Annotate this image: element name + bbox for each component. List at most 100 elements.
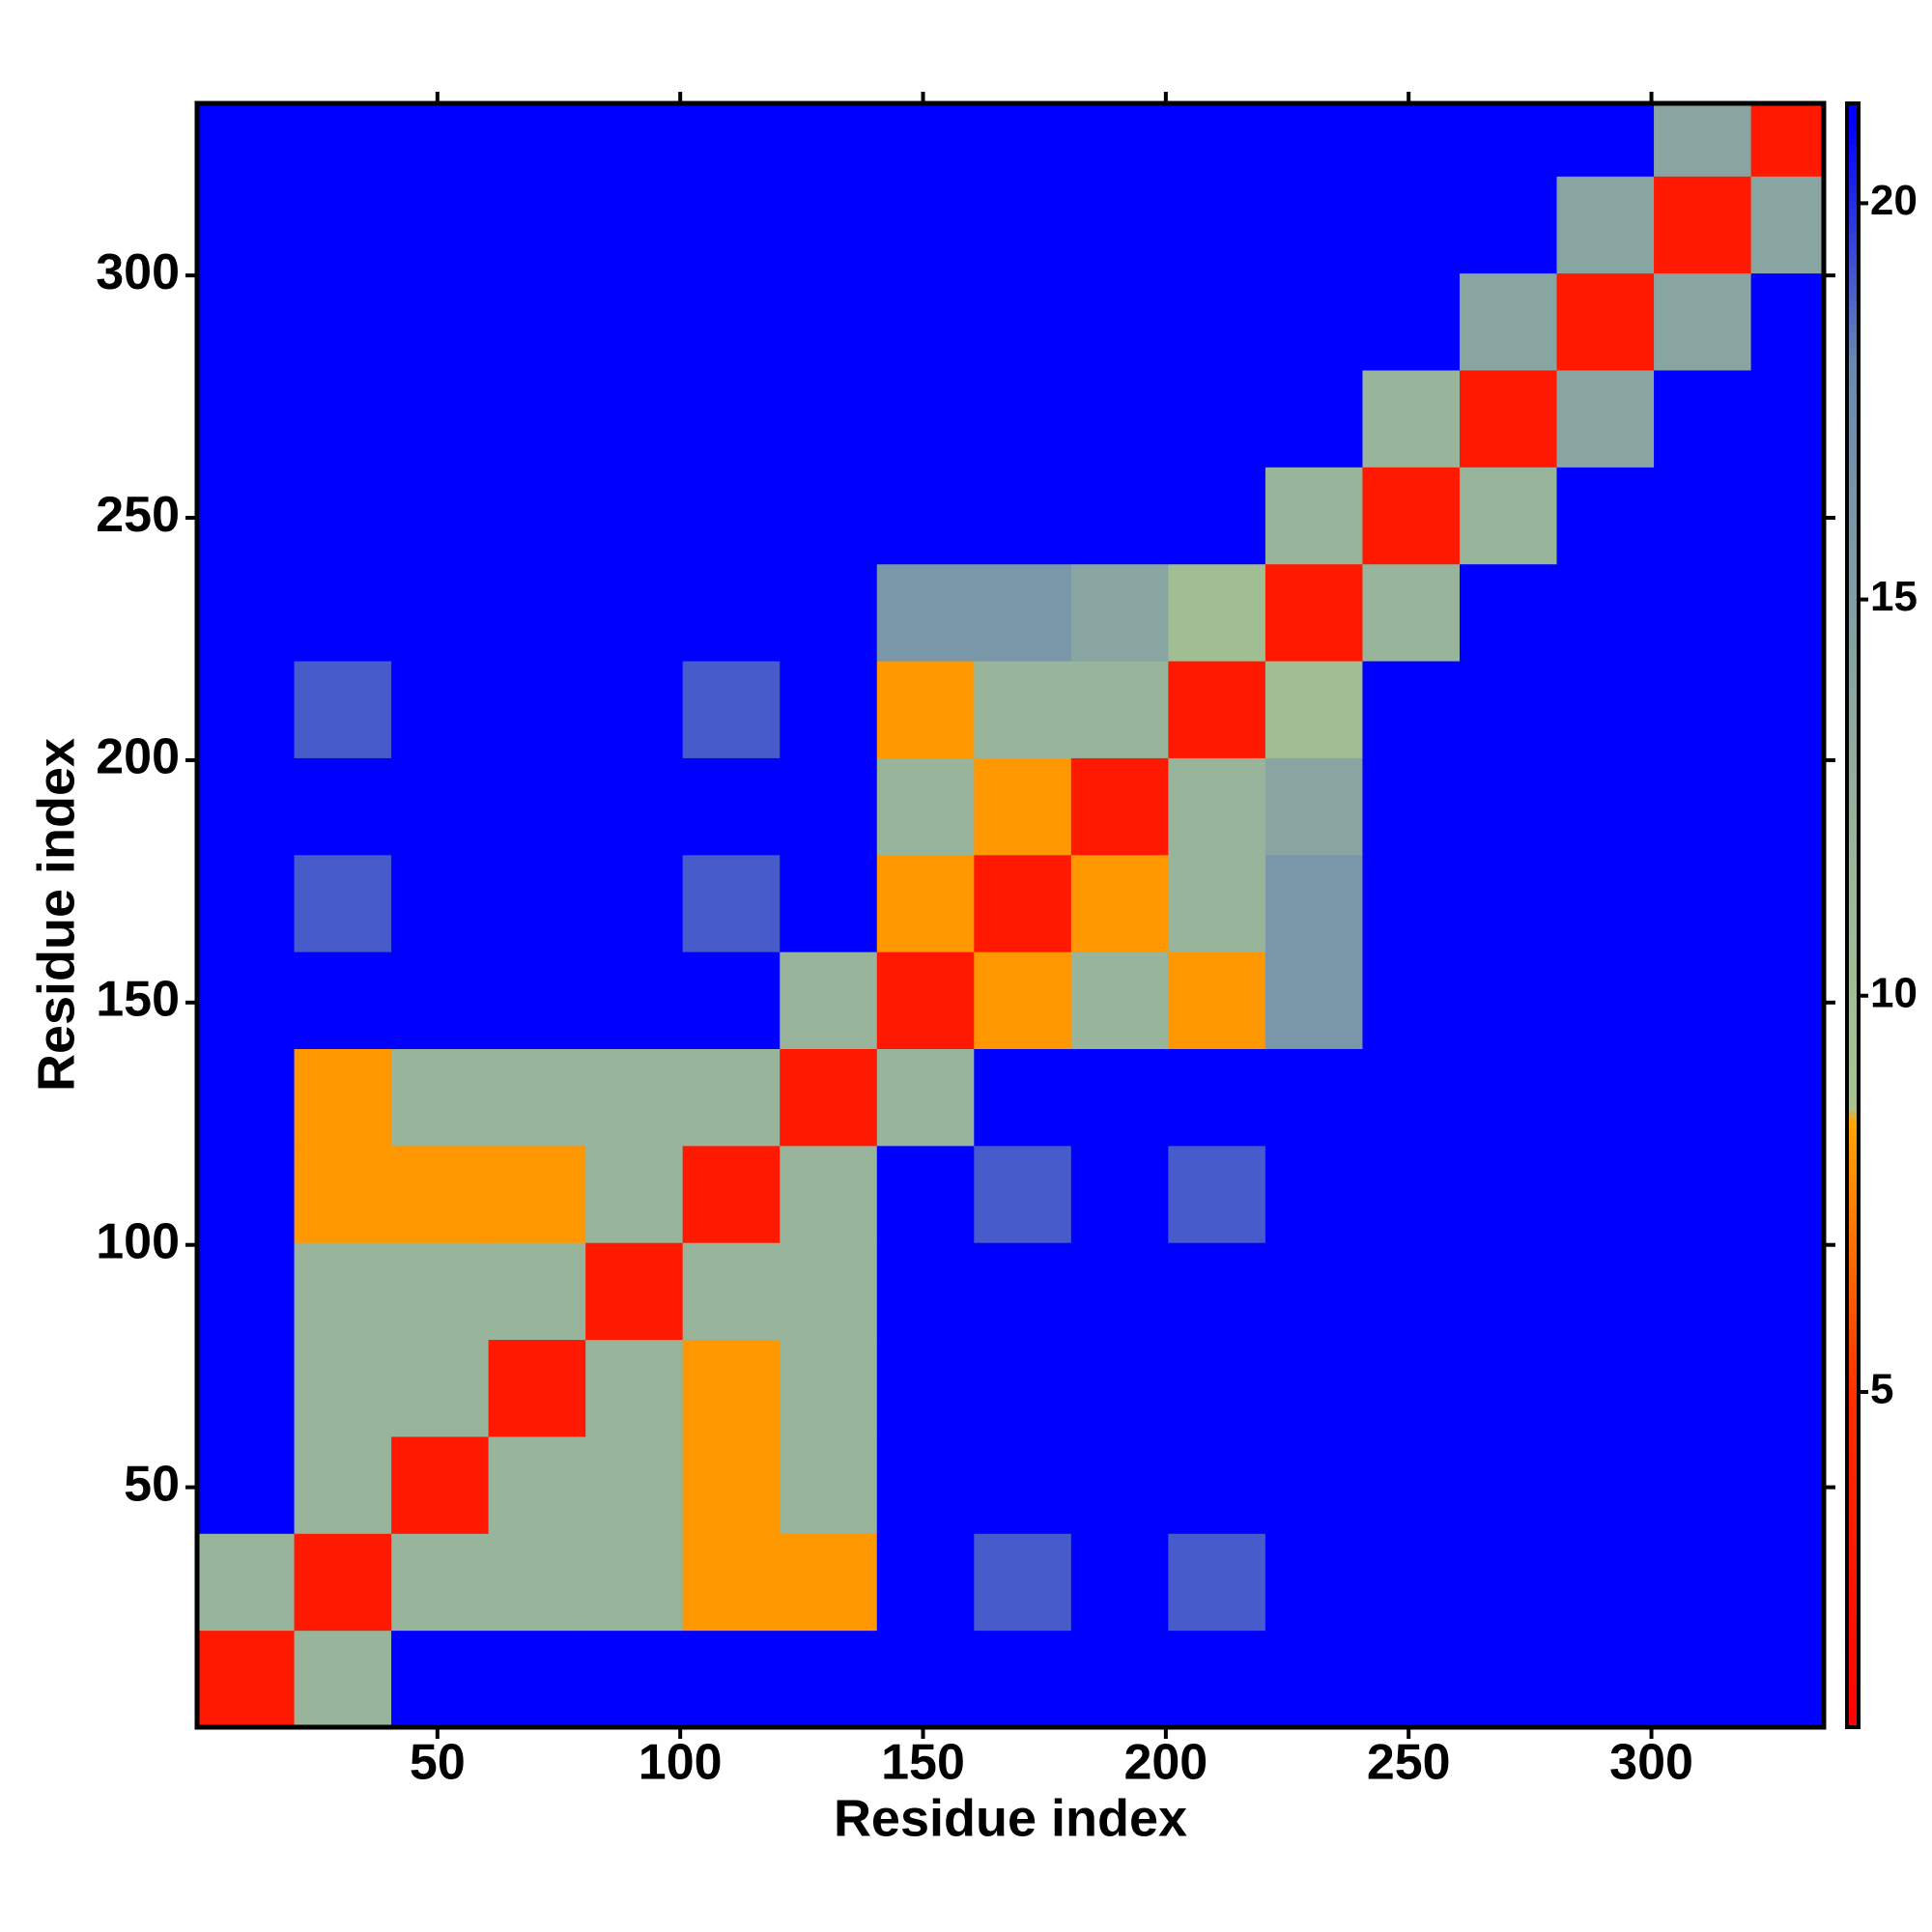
colorbar-step: [1847, 1215, 1859, 1225]
colorbar-step: [1847, 679, 1859, 689]
colorbar-step: [1847, 298, 1859, 307]
heatmap-cell: [1750, 272, 1825, 371]
colorbar-step: [1847, 1337, 1859, 1347]
colorbar-step: [1847, 1402, 1859, 1411]
heatmap-cell: [391, 467, 490, 565]
colorbar-step: [1847, 671, 1859, 681]
heatmap-cell: [1070, 1339, 1169, 1437]
colorbar-step: [1847, 266, 1859, 275]
heatmap-cell: [1750, 854, 1825, 952]
colorbar-step: [1847, 1182, 1859, 1192]
heatmap-cell: [682, 661, 781, 758]
heatmap-cell: [1556, 1242, 1655, 1341]
colorbar-step: [1847, 216, 1859, 226]
colorbar-step: [1847, 330, 1859, 340]
colorbar-step: [1847, 192, 1859, 202]
colorbar-step: [1847, 1378, 1859, 1387]
colorbar-step: [1847, 1167, 1859, 1177]
heatmap-cell: [1459, 272, 1558, 371]
y-tick-label: 50: [124, 1456, 180, 1512]
heatmap-cell: [1362, 467, 1461, 565]
heatmap-cell: [1168, 1242, 1266, 1341]
heatmap-cell: [780, 1339, 878, 1437]
heatmap-cell: [876, 757, 975, 856]
heatmap-cell: [780, 1048, 878, 1147]
colorbar-tick-label: 5: [1870, 1366, 1893, 1413]
heatmap-cell: [585, 854, 684, 952]
colorbar-step: [1847, 1077, 1859, 1087]
heatmap-cell: [1654, 1435, 1752, 1534]
colorbar-step: [1847, 1451, 1859, 1461]
heatmap-cell: [876, 952, 975, 1049]
heatmap-cell: [488, 369, 586, 468]
colorbar-step: [1847, 1280, 1859, 1290]
colorbar-step: [1847, 469, 1859, 478]
colorbar-step: [1847, 1573, 1859, 1582]
heatmap-cell: [876, 1435, 975, 1534]
colorbar-step: [1847, 1175, 1859, 1184]
colorbar-step: [1847, 1110, 1859, 1120]
heatmap-cell: [1362, 757, 1461, 856]
heatmap-cell: [197, 1145, 296, 1243]
colorbar-step: [1847, 688, 1859, 697]
heatmap-cell: [1750, 1435, 1825, 1534]
heatmap-cell: [1556, 1435, 1655, 1534]
heatmap-cell: [682, 1339, 781, 1437]
heatmap-cell: [1654, 563, 1752, 662]
heatmap-cell: [585, 176, 684, 274]
heatmap-cell: [585, 1533, 684, 1632]
colorbar-step: [1847, 1589, 1859, 1599]
colorbar-step: [1847, 103, 1859, 113]
colorbar-step: [1847, 1126, 1859, 1136]
heatmap-cell: [682, 1145, 781, 1243]
colorbar-step: [1847, 590, 1859, 600]
heatmap-cell: [1750, 1533, 1825, 1632]
heatmap-cell: [1264, 1048, 1363, 1147]
heatmap-cell: [1362, 369, 1461, 468]
colorbar-step: [1847, 858, 1859, 867]
heatmap-cell: [197, 1630, 296, 1728]
heatmap-cell: [1556, 176, 1655, 274]
x-tick-label: 50: [410, 1735, 466, 1791]
heatmap-cell: [294, 1533, 392, 1632]
heatmap-cell: [1264, 176, 1363, 274]
colorbar-step: [1847, 1492, 1859, 1501]
heatmap-cell: [391, 1533, 490, 1632]
heatmap-cell: [974, 272, 1072, 371]
colorbar-step: [1847, 452, 1859, 462]
heatmap-cell: [974, 467, 1072, 565]
colorbar-step: [1847, 1621, 1859, 1631]
heatmap-cell: [876, 1242, 975, 1341]
colorbar-step: [1847, 931, 1859, 941]
colorbar-step: [1847, 1418, 1859, 1428]
colorbar-step: [1847, 159, 1859, 169]
heatmap-cell: [1750, 1145, 1825, 1243]
heatmap-cell: [1362, 1145, 1461, 1243]
colorbar-step: [1847, 1020, 1859, 1030]
heatmap-cell: [488, 1242, 586, 1341]
colorbar-step: [1847, 988, 1859, 998]
heatmap-cell: [488, 757, 586, 856]
heatmap-cell: [585, 1339, 684, 1437]
colorbar-step: [1847, 1053, 1859, 1063]
colorbar-step: [1847, 867, 1859, 876]
heatmap-cell: [1264, 952, 1363, 1049]
heatmap-cell: [1654, 369, 1752, 468]
colorbar-step: [1847, 915, 1859, 924]
colorbar-step: [1847, 249, 1859, 259]
colorbar-step: [1847, 801, 1859, 810]
heatmap-cell: [197, 369, 296, 468]
colorbar-step: [1847, 655, 1859, 665]
heatmap-cell: [294, 1048, 392, 1147]
colorbar-step: [1847, 1151, 1859, 1160]
heatmap-cell: [974, 369, 1072, 468]
heatmap-cell: [294, 952, 392, 1049]
heatmap-cell: [1556, 952, 1655, 1049]
heatmap-cell: [1264, 272, 1363, 371]
x-tick-label: 200: [1123, 1735, 1208, 1791]
y-tick-label: 250: [96, 487, 180, 543]
heatmap-cell: [585, 563, 684, 662]
colorbar-step: [1847, 1427, 1859, 1436]
colorbar-step: [1847, 550, 1859, 559]
heatmap-cell: [1556, 1145, 1655, 1243]
